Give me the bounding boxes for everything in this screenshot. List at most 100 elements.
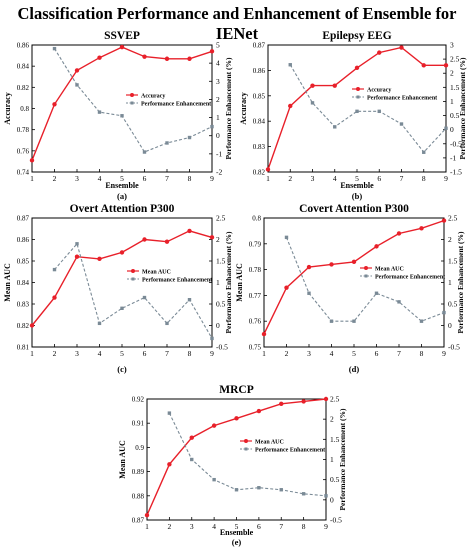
data-point-a-enhancement <box>210 124 214 129</box>
data-point-a-enhancement <box>75 83 79 87</box>
x-tick-label-c: 5 <box>120 349 124 358</box>
y-axis-label-e: Mean AUC <box>118 440 127 479</box>
data-point-a-enhancement <box>97 110 102 114</box>
data-point-a-enhancement <box>187 135 192 140</box>
data-point-e-enhancement <box>167 411 172 415</box>
y2-tick-label-b: 2.5 <box>450 55 460 64</box>
data-point-c-enhancement <box>97 321 102 326</box>
x-tick-label-c: 3 <box>75 349 79 358</box>
y-tick-label-d: 0.76 <box>249 318 262 326</box>
data-point-d-enhancement <box>374 291 379 295</box>
plot-frame-a <box>31 44 213 173</box>
y-tick-label-c: 0.82 <box>17 322 30 330</box>
data-point-d-enhancement <box>352 319 356 323</box>
data-point-e-primary <box>144 512 150 518</box>
x-tick-label-a: 3 <box>75 174 79 183</box>
y-tick-label-a: 0.78 <box>17 126 30 134</box>
y2-axis-label-a: Performance Enhancement (%) <box>224 57 233 160</box>
y2-tick-label-e: 1 <box>330 455 334 464</box>
data-point-d-enhancement <box>284 235 289 240</box>
x-tick-label-c: 2 <box>53 349 57 358</box>
legend-label-b: Performance Enhancement <box>367 95 437 101</box>
x-tick-label-d: 3 <box>307 349 311 358</box>
y2-tick-label-b: 0.5 <box>450 111 460 120</box>
y-tick-label-c: 0.85 <box>17 258 30 266</box>
data-point-b-enhancement <box>355 109 359 114</box>
y-tick-label-b: 0.85 <box>253 92 266 100</box>
data-point-a-primary <box>187 56 192 61</box>
y-tick-label-e: 0.91 <box>132 420 145 428</box>
legend-label-c: Mean AUC <box>142 269 171 275</box>
data-point-c-primary <box>52 295 57 300</box>
y2-axis-label-c: Performance Enhancement (%) <box>224 231 233 334</box>
data-point-e-enhancement <box>234 488 239 492</box>
y2-tick-label-c: 2 <box>216 235 220 244</box>
data-point-b-enhancement <box>310 101 315 105</box>
data-point-c-primary <box>119 250 125 255</box>
x-tick-label-e: 6 <box>257 522 261 531</box>
chart-title-c: Overt Attention P300 <box>70 203 175 215</box>
y2-tick-label-b: 1.5 <box>450 83 460 92</box>
panel-caption-e: (e) <box>232 537 242 547</box>
data-point-b-primary <box>399 45 404 50</box>
data-point-c-enhancement <box>165 321 169 326</box>
series-line-e-enhancement <box>168 412 327 497</box>
y2-tick-label-a: 0 <box>216 131 220 140</box>
y2-tick-label-d: 1.5 <box>448 257 458 266</box>
x-tick-label-b: 6 <box>377 174 381 183</box>
data-point-b-primary <box>377 50 382 55</box>
legend-marker-e-enhancement <box>244 447 248 451</box>
y2-axis-label-e: Performance Enhancement (%) <box>338 408 347 511</box>
y2-tick-label-a: 4 <box>216 59 220 68</box>
y2-tick-label-d: 2 <box>448 235 452 244</box>
legend-marker-c-primary <box>131 269 135 273</box>
x-tick-label-c: 7 <box>165 349 169 358</box>
y2-tick-label-e: 0 <box>330 495 334 504</box>
y-tick-label-e: 0.88 <box>132 492 145 500</box>
y2-tick-label-b: -1.5 <box>450 168 462 177</box>
x-axis-label-b: Ensemble <box>340 181 374 190</box>
data-point-d-primary <box>441 218 447 223</box>
panel-caption-c: (c) <box>117 364 127 374</box>
data-point-a-enhancement <box>52 46 57 51</box>
data-point-e-enhancement <box>324 494 328 498</box>
y-tick-label-c: 0.84 <box>17 279 30 287</box>
y2-tick-label-e: -0.5 <box>330 516 342 525</box>
x-tick-label-e: 4 <box>212 522 216 531</box>
x-tick-label-d: 5 <box>352 349 356 358</box>
y-axis-label-d: Mean AUC <box>235 263 244 302</box>
legend-marker-d-primary <box>364 266 368 270</box>
data-point-d-enhancement <box>329 319 334 323</box>
y-tick-label-b: 0.87 <box>253 42 266 50</box>
x-tick-label-a: 1 <box>30 174 34 183</box>
y-tick-label-b: 0.83 <box>253 143 266 151</box>
y2-tick-label-e: 1.5 <box>330 435 340 444</box>
data-point-a-primary <box>52 102 57 107</box>
data-point-e-primary <box>301 399 306 404</box>
x-tick-label-d: 7 <box>397 349 401 358</box>
data-point-e-primary <box>234 416 239 421</box>
y-tick-label-c: 0.87 <box>17 215 30 223</box>
y-tick-label-d: 0.8 <box>252 215 261 223</box>
data-point-b-primary <box>288 103 293 109</box>
chart-title-d: Covert Attention P300 <box>299 203 409 215</box>
x-tick-label-a: 6 <box>143 174 147 183</box>
data-point-a-enhancement <box>142 150 147 154</box>
y-tick-label-a: 0.86 <box>17 42 30 50</box>
data-point-e-enhancement <box>301 492 306 496</box>
data-point-b-primary <box>421 63 426 68</box>
y-tick-label-b: 0.82 <box>253 169 266 177</box>
legend-marker-d-enhancement <box>364 274 368 278</box>
data-point-a-enhancement <box>120 114 124 118</box>
data-point-e-enhancement <box>257 486 261 490</box>
x-tick-label-d: 9 <box>442 349 446 358</box>
x-axis-label-a: Ensemble <box>105 181 139 190</box>
x-tick-label-a: 7 <box>165 174 169 183</box>
y-axis-label-b: Accuracy <box>239 92 248 124</box>
panel-caption-b: (b) <box>352 191 363 201</box>
x-tick-label-e: 7 <box>279 522 283 531</box>
data-point-c-enhancement <box>75 242 79 246</box>
legend-label-b: Accuracy <box>367 87 391 93</box>
y-tick-label-e: 0.92 <box>132 396 145 404</box>
